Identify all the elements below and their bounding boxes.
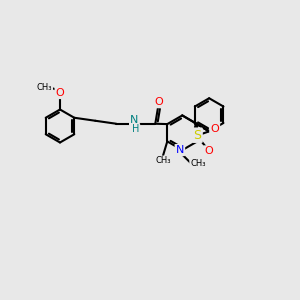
Text: CH₃: CH₃	[155, 156, 170, 165]
Text: O: O	[210, 124, 219, 134]
Text: O: O	[204, 146, 213, 156]
Text: CH₃: CH₃	[190, 159, 206, 168]
Text: S: S	[194, 129, 202, 142]
Text: H: H	[132, 124, 139, 134]
Text: N: N	[176, 145, 184, 155]
Text: O: O	[56, 88, 64, 98]
Text: N: N	[130, 115, 139, 125]
Text: O: O	[154, 97, 163, 107]
Text: CH₃: CH₃	[37, 82, 52, 91]
